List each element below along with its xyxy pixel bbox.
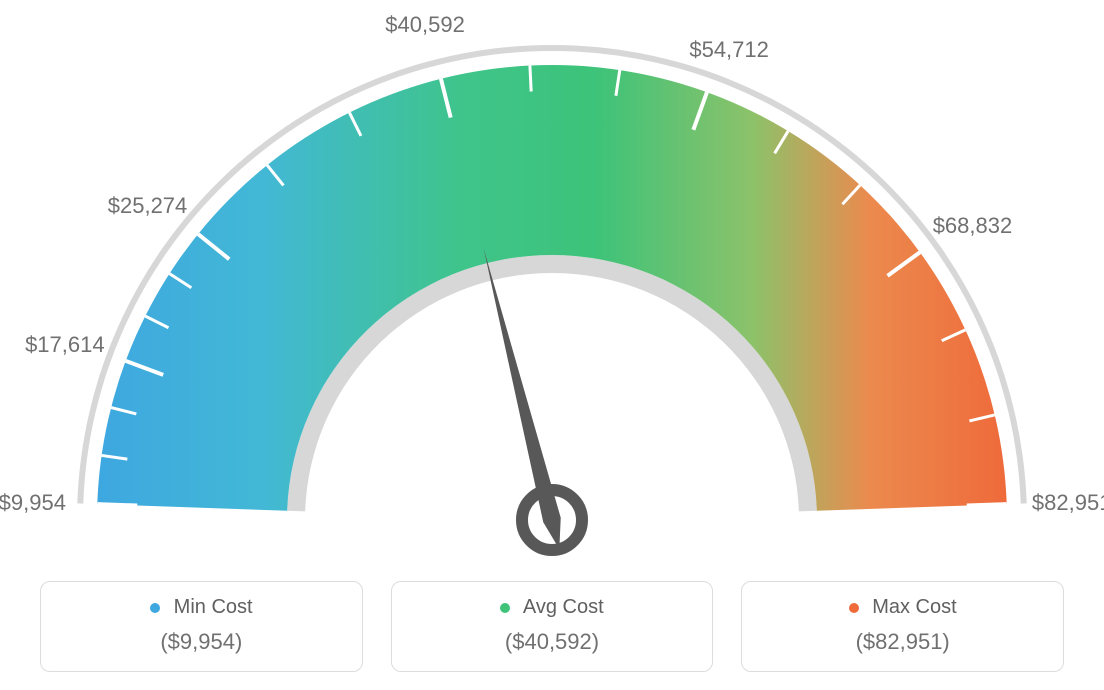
gauge-scale-label: $40,592 — [385, 12, 465, 38]
legend-dot-min — [150, 603, 160, 613]
gauge-chart-stage: $9,954 $17,614 $25,274 $40,592 $54,712 $68,83… — [0, 0, 1104, 690]
legend-value-min: ($9,954) — [51, 629, 352, 655]
legend-title-text-max: Max Cost — [872, 596, 956, 618]
legend-title-text-avg: Avg Cost — [523, 596, 604, 618]
legend-title-text-min: Min Cost — [174, 596, 253, 618]
legend-card-max: Max Cost ($82,951) — [741, 581, 1064, 672]
legend-card-avg: Avg Cost ($40,592) — [391, 581, 714, 672]
gauge-scale-label: $25,274 — [108, 193, 188, 219]
gauge-svg — [0, 0, 1104, 560]
gauge-scale-label: $9,954 — [0, 490, 66, 516]
legend-value-avg: ($40,592) — [402, 629, 703, 655]
legend-dot-avg — [500, 603, 510, 613]
legend-title-min: Min Cost — [51, 596, 352, 619]
gauge-scale-label: $17,614 — [25, 332, 105, 358]
legend-title-avg: Avg Cost — [402, 596, 703, 619]
legend-dot-max — [849, 603, 859, 613]
legend-title-max: Max Cost — [752, 596, 1053, 619]
gauge-scale-label: $68,832 — [933, 213, 1013, 239]
legend-card-min: Min Cost ($9,954) — [40, 581, 363, 672]
gauge-container: $9,954 $17,614 $25,274 $40,592 $54,712 $68,83… — [0, 0, 1104, 560]
legend-cards: Min Cost ($9,954) Avg Cost ($40,592) Max… — [40, 581, 1064, 672]
legend-value-max: ($82,951) — [752, 629, 1053, 655]
gauge-scale-label: $82,951 — [1032, 490, 1104, 516]
gauge-scale-label: $54,712 — [689, 37, 769, 63]
